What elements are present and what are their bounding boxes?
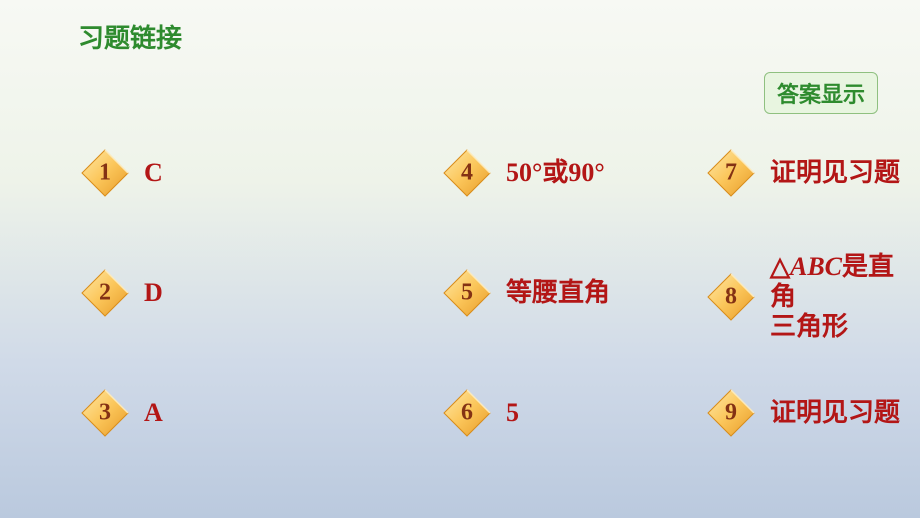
item-number: 3 [99,400,111,427]
item-answer: D [144,278,163,308]
item-answer: 50°或90° [506,158,605,188]
exercise-item-1[interactable]: 1 C [80,148,163,198]
exercise-item-8[interactable]: 8 △ABC是直角三角形 [706,252,920,342]
item-number: 2 [99,280,111,307]
exercise-item-4[interactable]: 4 50°或90° [442,148,605,198]
item-number: 8 [725,283,737,310]
exercise-item-3[interactable]: 3 A [80,388,163,438]
diamond-marker: 3 [80,388,130,438]
page-title: 习题链接 [78,18,182,55]
diamond-marker: 5 [442,268,492,318]
item-number: 7 [725,160,737,187]
item-answer: 证明见习题 [770,158,900,188]
diamond-marker: 6 [442,388,492,438]
diamond-marker: 8 [706,272,756,322]
show-answers-button[interactable]: 答案显示 [764,72,878,114]
exercise-item-9[interactable]: 9 证明见习题 [706,388,900,438]
item-number: 1 [99,160,111,187]
exercise-item-6[interactable]: 6 5 [442,388,519,438]
item-answer: 等腰直角 [506,278,610,308]
exercise-item-2[interactable]: 2 D [80,268,163,318]
item-answer: △ABC是直角三角形 [770,252,920,342]
item-answer: 5 [506,398,519,428]
item-answer: C [144,158,163,188]
diamond-marker: 2 [80,268,130,318]
diamond-marker: 4 [442,148,492,198]
item-number: 9 [725,400,737,427]
diamond-marker: 9 [706,388,756,438]
item-number: 5 [461,280,473,307]
exercise-item-5[interactable]: 5 等腰直角 [442,268,610,318]
item-number: 6 [461,400,473,427]
diamond-marker: 7 [706,148,756,198]
item-number: 4 [461,160,473,187]
item-answer: A [144,398,163,428]
diamond-marker: 1 [80,148,130,198]
exercise-item-7[interactable]: 7 证明见习题 [706,148,900,198]
item-answer: 证明见习题 [770,398,900,428]
